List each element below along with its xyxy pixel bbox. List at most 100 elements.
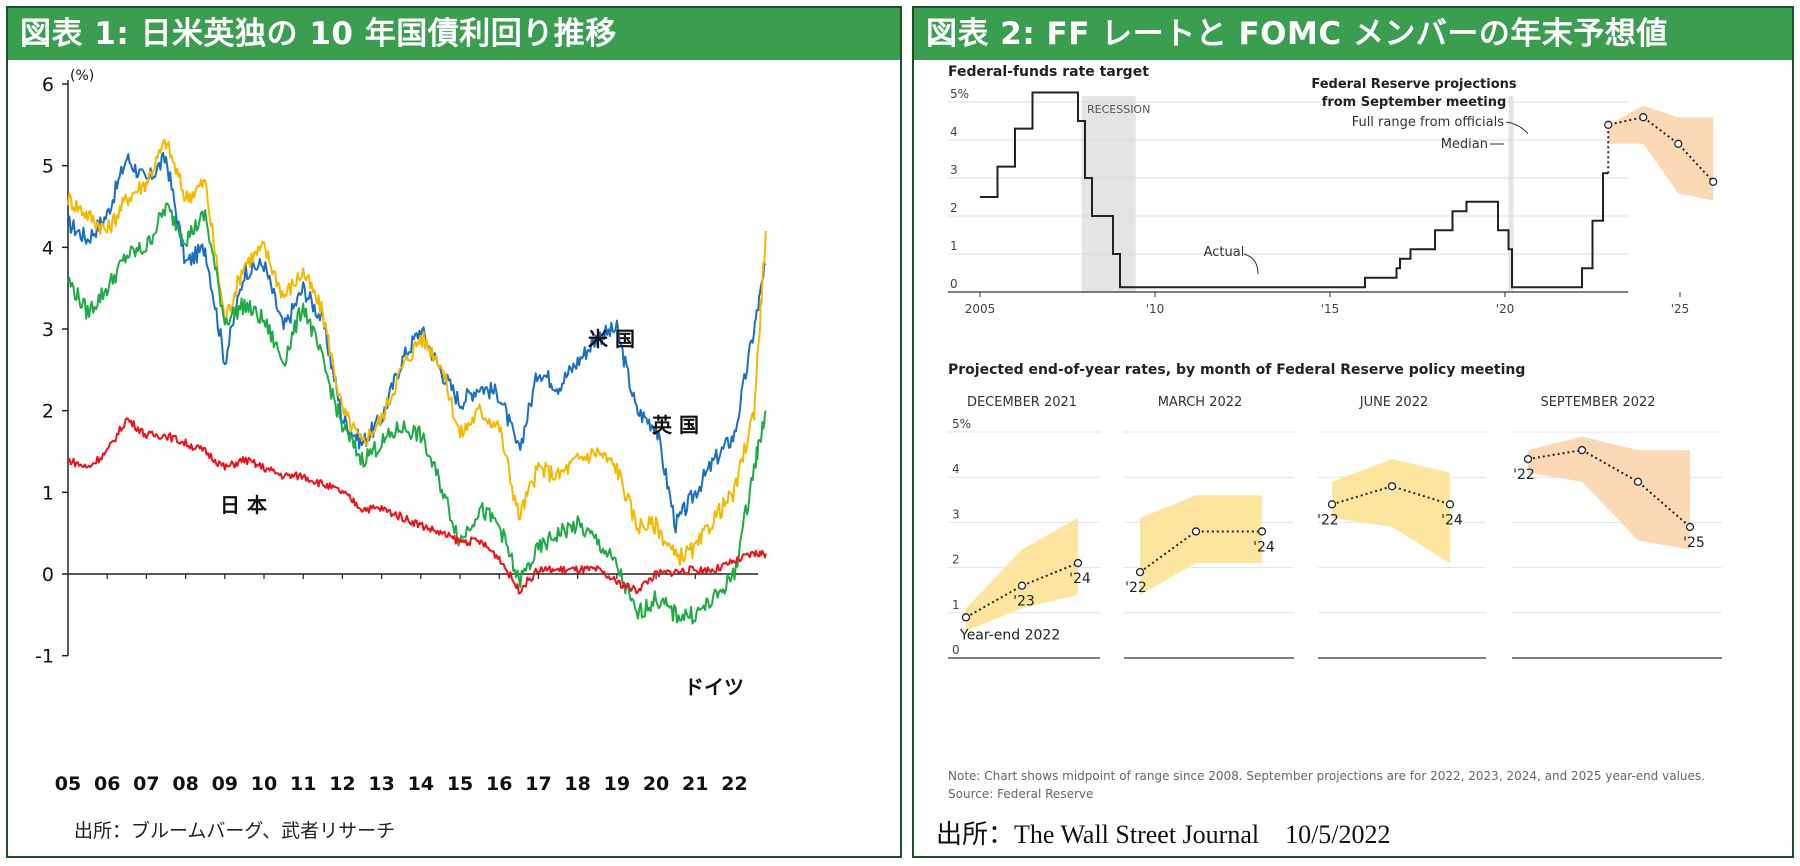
chart1-x-tick-label: 20 <box>643 773 669 795</box>
bottom-chart-title: Projected end-of-year rates, by month of… <box>948 362 1525 378</box>
top-y-tick-label: 2 <box>950 201 958 215</box>
bottom-median-point <box>1633 477 1643 486</box>
bottom-y-tick-label: 5% <box>952 417 971 431</box>
bottom-median-line <box>965 562 1079 619</box>
top-y-tick-label: 1 <box>950 239 958 253</box>
top-projection-range <box>1608 105 1714 201</box>
point-label: '22 <box>1513 467 1535 483</box>
chart2-panel: 図表 2: FF レートと FOMC メンバーの年末予想値 Federal-fu… <box>912 6 1794 858</box>
chart1-y-tick-label: -1 <box>35 646 54 668</box>
top-median-line <box>1607 116 1714 183</box>
chart1-x-tick-label: 06 <box>94 773 120 795</box>
point-label: '24 <box>1069 571 1091 587</box>
chart1-label-de: ドイツ <box>684 675 744 699</box>
recession-band-2020 <box>1508 96 1514 292</box>
bottom-projection-range <box>1528 436 1690 550</box>
top-median-point <box>1604 120 1613 129</box>
chart1-x-tick-label: 10 <box>251 773 277 795</box>
proj-title-1: Federal Reserve projections <box>1311 77 1517 92</box>
proj-title-2: from September meeting <box>1322 95 1507 110</box>
chart2-title: 図表 2: FF レートと FOMC メンバーの年末予想値 <box>914 8 1792 60</box>
bottom-median-point <box>1135 567 1145 577</box>
chart1-x-tick-label: 16 <box>486 773 512 795</box>
chart1-label-us: 米 国 <box>588 327 635 351</box>
chart1-x-tick-label: 07 <box>133 773 159 795</box>
chart1-x-tick-label: 21 <box>682 773 708 795</box>
top-x-tick-label: '20 <box>1496 302 1515 316</box>
bottom-median-point <box>1327 500 1337 509</box>
chart1-x-tick-label: 17 <box>525 773 551 795</box>
chart1-series-line <box>67 202 767 625</box>
point-label: '23 <box>1013 594 1035 610</box>
bottom-median-point <box>1577 445 1587 455</box>
bottom-median-point <box>1017 581 1027 590</box>
bottom-y-tick-label: 3 <box>952 507 960 521</box>
chart1-x-tick-label: 19 <box>604 773 630 795</box>
chart1-y-tick-label: 3 <box>42 319 54 341</box>
chart1-label-uk: 英 国 <box>652 413 699 437</box>
bottom-median-line <box>1331 485 1451 506</box>
bottom-median-point <box>1387 482 1397 491</box>
chart1-x-tick-label: 22 <box>721 773 747 795</box>
chart2-plot: Federal-funds rate target RECESSION 5% 4 3 2 1… <box>948 64 1722 801</box>
bottom-projection-range <box>1332 459 1450 564</box>
chart1-y-tick-label: 2 <box>42 401 54 423</box>
bottom-median-point <box>1257 527 1267 536</box>
point-label: '25 <box>1683 535 1705 551</box>
point-label: '22 <box>1317 512 1339 528</box>
top-x-tick-label: 2005 <box>965 302 996 316</box>
range-label: Full range from officials <box>1352 115 1505 130</box>
bottom-median-point <box>1191 527 1201 536</box>
bottom-median-point <box>1445 500 1455 509</box>
chart1-x-tick-label: 12 <box>329 773 355 795</box>
panel-label: SEPTEMBER 2022 <box>1540 395 1655 410</box>
median-label: Median <box>1441 137 1488 152</box>
top-y-tick-label: 4 <box>950 125 958 139</box>
chart1-source: 出所：ブルームバーグ、武者リサーチ <box>74 820 396 842</box>
top-y-tick-label: 5% <box>950 87 969 101</box>
point-label: '22 <box>1125 580 1147 596</box>
chart1-y-tick-label: 4 <box>42 237 54 259</box>
bottom-y-tick-label: 0 <box>952 643 960 657</box>
bottom-median-point <box>1523 454 1533 464</box>
actual-label: Actual <box>1204 245 1245 260</box>
range-pointer <box>1505 121 1529 135</box>
chart1-label-jp: 日 本 <box>220 493 267 517</box>
point-label: '24 <box>1441 512 1463 528</box>
panel-label: DECEMBER 2021 <box>967 395 1077 410</box>
chart1-y-tick-label: 0 <box>42 564 54 586</box>
bottom-y-tick-label: 2 <box>952 553 960 567</box>
chart1-y-tick-label: 6 <box>42 74 54 96</box>
chart1-unit-label: (%) <box>70 68 94 84</box>
chart2-source-small: Source: Federal Reserve <box>948 787 1093 801</box>
recession-band <box>1081 96 1136 292</box>
chart1-panel: 図表 1: 日米英独の 10 年国債利回り推移 6 5 4 3 2 1 0 -1 (%) 05 06… <box>6 6 902 858</box>
chart1-y-tick-label: 5 <box>42 156 54 178</box>
bottom-median-point <box>1073 558 1083 568</box>
panel-label: JUNE 2022 <box>1359 395 1429 410</box>
actual-pointer <box>1243 253 1259 275</box>
top-x-tick-label: '15 <box>1321 302 1340 316</box>
chart1-x-tick-label: 15 <box>447 773 473 795</box>
chart1-series-line <box>68 417 767 595</box>
bottom-median-point <box>1685 522 1695 532</box>
top-actual-line <box>980 91 1609 289</box>
top-median-point <box>1709 177 1718 186</box>
chart1-title: 図表 1: 日米英独の 10 年国債利回り推移 <box>8 8 900 60</box>
chart1-x-tick-label: 08 <box>172 773 198 795</box>
panel-label: MARCH 2022 <box>1158 395 1243 410</box>
top-median-point <box>1674 139 1683 148</box>
chart1-x-tick-label: 09 <box>212 773 238 795</box>
top-chart-title: Federal-funds rate target <box>948 64 1149 80</box>
point-label: '24 <box>1253 539 1275 555</box>
bottom-projection-range <box>966 517 1078 631</box>
bottom-median-line <box>1527 449 1691 528</box>
chart2-note: Note: Chart shows midpoint of range sinc… <box>948 769 1705 783</box>
top-x-tick-label: '10 <box>1146 302 1165 316</box>
chart1-y-tick-label: 1 <box>42 482 54 504</box>
top-x-tick-label: '25 <box>1671 302 1690 316</box>
bottom-median-point <box>961 613 971 622</box>
top-median-point <box>1639 113 1648 122</box>
point-label: Year-end 2022 <box>959 627 1060 643</box>
